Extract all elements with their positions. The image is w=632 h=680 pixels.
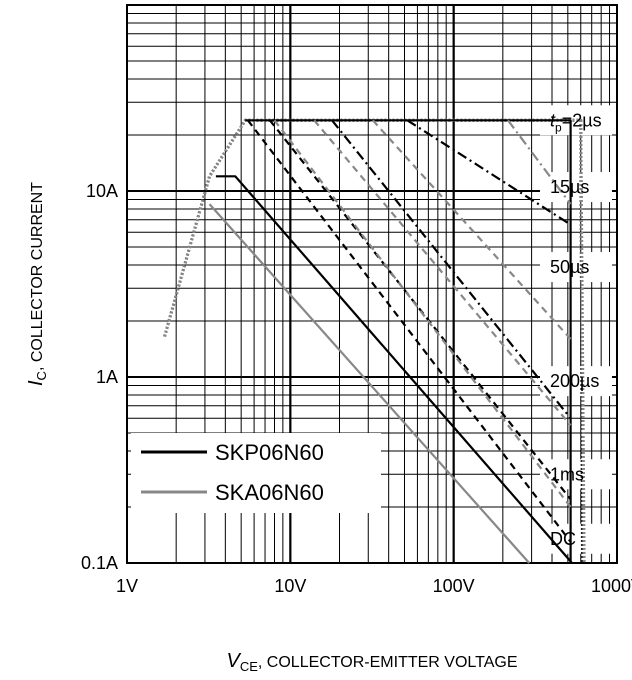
plot-border — [126, 4, 618, 564]
legend-box — [131, 433, 381, 513]
series-15-s-ska06n60 — [406, 119, 572, 226]
x-tick-label: 100V — [433, 576, 475, 596]
pulse-label-bg — [540, 172, 612, 203]
y-tick-label: 0.1A — [81, 553, 118, 573]
series-dc-skp06n60 — [215, 175, 573, 564]
series-15-s-skp06n60 — [245, 119, 572, 563]
y-axis-title-sub: C — [34, 371, 49, 380]
y-axis-title: IC, COLLECTOR CURRENT — [25, 182, 49, 386]
x-tick-label: 10V — [274, 576, 306, 596]
legend-label-ska06n60: SKA06N60 — [215, 480, 324, 505]
pulse-label-1: 15µs — [550, 177, 589, 197]
x-axis-title-symbol: V — [227, 650, 242, 672]
pulse-label-3: 200µs — [550, 371, 599, 391]
pulse-label-4: 1ms — [550, 464, 584, 484]
legend-label-skp06n60: SKP06N60 — [215, 440, 324, 465]
y-tick-label: 1A — [96, 367, 118, 387]
x-tick-label: 1000V — [591, 576, 632, 596]
series-50-s-skp06n60 — [331, 119, 572, 419]
pulse-label-0: tp=2µs — [550, 110, 602, 134]
legend: SKP06N60 SKA06N60 — [131, 433, 381, 513]
series-50-s-ska06n60 — [371, 119, 572, 340]
y-tick-labels: 0.1A 1A 10A — [81, 181, 118, 573]
series-1ms-ska06n60 — [273, 119, 572, 508]
series-layer — [163, 118, 586, 564]
series-200-s-skp06n60 — [269, 119, 572, 500]
y-axis-title-rest: , COLLECTOR CURRENT — [29, 182, 46, 371]
x-tick-labels: 1V 10V 100V 1000V — [116, 576, 632, 596]
pulse-label-5: DC — [550, 529, 576, 549]
series-200-s-ska06n60 — [313, 119, 572, 427]
x-axis-title-rest: , COLLECTOR-EMITTER VOLTAGE — [258, 654, 518, 671]
y-tick-label: 10A — [86, 181, 118, 201]
y-axis-title-symbol: I — [25, 380, 47, 386]
pulse-labels: tp=2µs 15µs 50µs 200µs 1ms DC — [550, 110, 602, 548]
pulse-label-bg — [540, 366, 612, 397]
series-15-s-ska06n60 — [507, 119, 572, 205]
pulse-label-2: 50µs — [550, 257, 589, 277]
x-axis-title: VCE, COLLECTOR-EMITTER VOLTAGE — [227, 650, 518, 674]
x-axis-title-sub: CE — [240, 659, 258, 674]
pulse-label-bg — [540, 252, 612, 283]
series-1ms-skp06n60 — [247, 119, 572, 543]
series-dc-ska06n60 — [208, 203, 531, 564]
x-tick-label: 1V — [116, 576, 138, 596]
